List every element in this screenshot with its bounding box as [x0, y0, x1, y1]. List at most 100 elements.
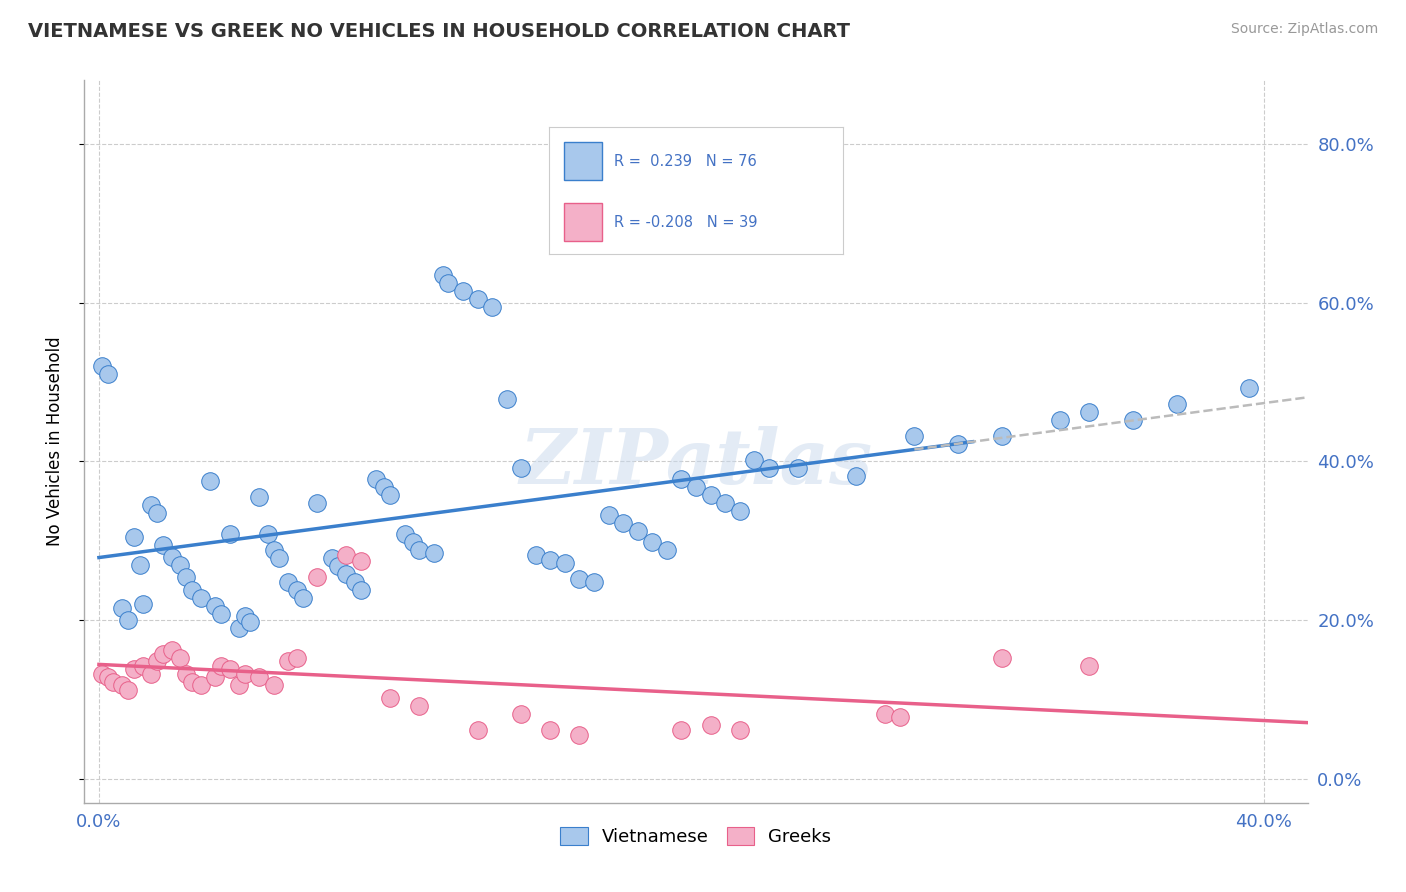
Point: [181, 675, 204, 690]
Point: [845, 468, 868, 483]
Point: [481, 300, 503, 314]
Point: [538, 723, 561, 737]
Point: [160, 643, 183, 657]
Point: [209, 607, 232, 621]
Point: [128, 558, 150, 572]
Point: [1078, 405, 1101, 419]
Point: [181, 582, 204, 597]
Point: [209, 659, 232, 673]
Point: [758, 460, 780, 475]
Point: [728, 723, 751, 737]
Point: [538, 553, 561, 567]
Point: [326, 559, 349, 574]
Point: [568, 572, 591, 586]
Point: [257, 527, 280, 541]
Point: [204, 670, 226, 684]
Point: [111, 601, 134, 615]
Point: [991, 429, 1014, 443]
Point: [714, 496, 737, 510]
Point: [685, 480, 707, 494]
Point: [394, 527, 416, 541]
Point: [146, 655, 169, 669]
Point: [671, 472, 693, 486]
Point: [277, 655, 299, 669]
Point: [269, 551, 291, 566]
Point: [1049, 413, 1071, 427]
Point: [408, 698, 430, 713]
Point: [291, 591, 314, 605]
Point: [583, 575, 606, 590]
Point: [169, 558, 191, 572]
Point: [408, 543, 430, 558]
Point: [1078, 659, 1101, 673]
Point: [699, 718, 721, 732]
Point: [219, 662, 242, 676]
Legend: Vietnamese, Greeks: Vietnamese, Greeks: [551, 818, 841, 855]
Point: [122, 530, 145, 544]
Point: [554, 556, 576, 570]
Point: [350, 554, 373, 568]
Point: [344, 575, 367, 590]
Point: [1239, 381, 1261, 395]
Point: [946, 437, 969, 451]
Point: [146, 506, 169, 520]
Point: [198, 475, 221, 489]
Point: [117, 613, 139, 627]
Point: [228, 678, 250, 692]
Point: [1122, 413, 1144, 427]
Point: [728, 503, 751, 517]
Point: [568, 728, 591, 742]
Point: [97, 670, 120, 684]
Point: [350, 582, 373, 597]
Point: [321, 551, 343, 566]
Point: [364, 472, 387, 486]
Point: [169, 651, 191, 665]
Point: [307, 496, 329, 510]
Point: [228, 621, 250, 635]
Point: [641, 535, 664, 549]
Point: [141, 498, 163, 512]
Point: [190, 591, 212, 605]
Point: [111, 678, 134, 692]
Point: [612, 516, 634, 531]
Text: Source: ZipAtlas.com: Source: ZipAtlas.com: [1230, 22, 1378, 37]
Point: [152, 538, 174, 552]
Point: [402, 535, 425, 549]
Point: [117, 683, 139, 698]
Point: [219, 527, 242, 541]
Point: [451, 284, 474, 298]
Point: [598, 508, 620, 523]
Point: [423, 546, 446, 560]
Point: [510, 460, 533, 475]
Point: [991, 651, 1014, 665]
Point: [373, 480, 395, 494]
Point: [247, 670, 270, 684]
Point: [204, 599, 226, 613]
Point: [699, 488, 721, 502]
Point: [903, 429, 925, 443]
Text: ZIPatlas: ZIPatlas: [519, 426, 873, 500]
Point: [510, 706, 533, 721]
Point: [467, 292, 489, 306]
Text: VIETNAMESE VS GREEK NO VEHICLES IN HOUSEHOLD CORRELATION CHART: VIETNAMESE VS GREEK NO VEHICLES IN HOUSE…: [28, 22, 851, 41]
Point: [141, 667, 163, 681]
Point: [875, 706, 897, 721]
Point: [335, 548, 357, 562]
Point: [233, 609, 256, 624]
Point: [380, 691, 402, 706]
Point: [277, 575, 299, 590]
Point: [285, 582, 308, 597]
Point: [263, 678, 285, 692]
Point: [90, 359, 112, 373]
Point: [152, 647, 174, 661]
Point: [122, 662, 145, 676]
Point: [174, 667, 197, 681]
Point: [1166, 397, 1188, 411]
Point: [233, 667, 256, 681]
Point: [655, 543, 678, 558]
Y-axis label: No Vehicles in Household: No Vehicles in Household: [45, 336, 63, 547]
Point: [239, 615, 262, 629]
Point: [467, 723, 489, 737]
Point: [335, 567, 357, 582]
Point: [131, 659, 153, 673]
